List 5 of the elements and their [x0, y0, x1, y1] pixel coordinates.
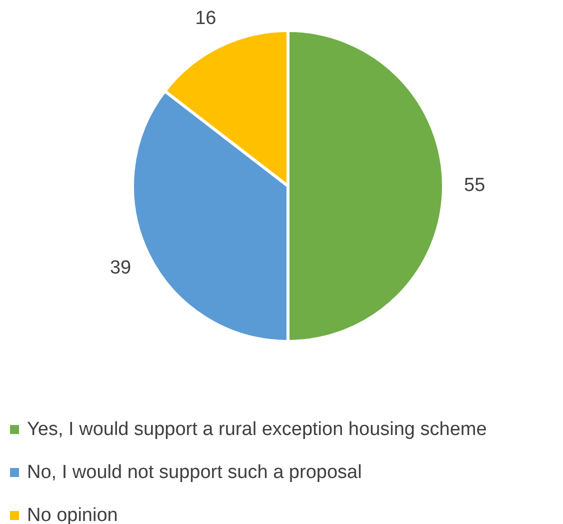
data-label: 55 — [464, 175, 486, 196]
legend-label: Yes, I would support a rural exception housing scheme — [27, 418, 487, 440]
data-label: 39 — [110, 258, 132, 279]
data-label: 16 — [195, 8, 216, 29]
legend-label: No, I would not support such a proposal — [27, 462, 362, 484]
